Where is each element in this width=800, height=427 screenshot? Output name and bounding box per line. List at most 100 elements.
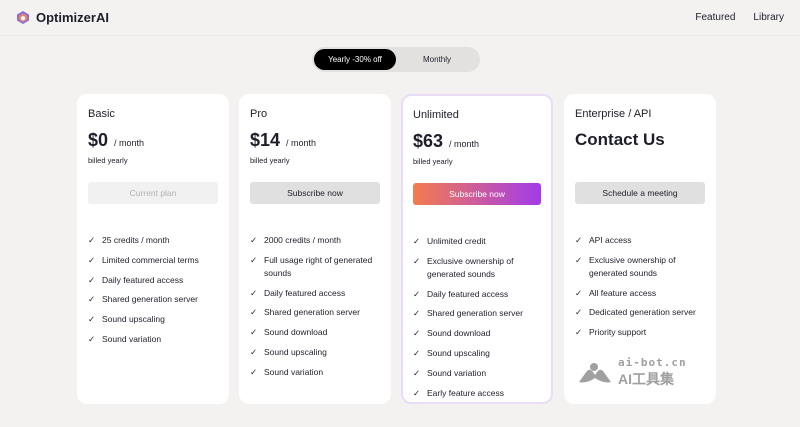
check-icon: ✓	[413, 255, 421, 266]
check-icon: ✓	[413, 236, 421, 246]
watermark-line1: ai-bot.cn	[618, 356, 687, 369]
plan-card-enterprise-api: Enterprise / API Contact Us Schedule a mee…	[564, 94, 716, 404]
feature-label: Sound variation	[102, 333, 162, 344]
feature-label: Shared generation server	[102, 294, 198, 305]
check-icon: ✓	[575, 307, 583, 318]
feature-item: ✓ Sound variation	[88, 333, 218, 346]
brand-logo[interactable]: OptimizerAI	[16, 10, 109, 25]
feature-label: All feature access	[589, 287, 657, 298]
feature-label: Dedicated generation server	[589, 307, 696, 318]
check-icon: ✓	[575, 235, 583, 245]
feature-item: ✓ Sound variation	[413, 367, 541, 380]
feature-item: ✓ Shared generation server	[413, 307, 541, 320]
feature-item: ✓ Shared generation server	[88, 293, 218, 306]
billing-note: billed yearly	[413, 157, 453, 166]
feature-label: Sound variation	[427, 367, 487, 378]
feature-item: ✓ Limited commercial terms	[88, 254, 218, 267]
logo-icon	[17, 11, 29, 24]
check-icon: ✓	[250, 327, 258, 338]
plan-period: / month	[114, 138, 145, 148]
feature-item: ✓ 2000 credits / month	[250, 234, 380, 247]
billing-note: billed yearly	[88, 156, 128, 165]
feature-label: Exclusive ownership of generated sounds	[427, 255, 514, 279]
feature-item: ✓ Shared generation server	[250, 306, 380, 319]
plan-action-button[interactable]: Schedule a meeting	[575, 182, 705, 204]
feature-label: Shared generation server	[264, 307, 360, 318]
plan-period: / month	[286, 138, 317, 148]
check-icon: ✓	[88, 254, 96, 265]
feature-item: ✓ All feature access	[575, 287, 705, 300]
plan-card-pro: Pro $14 / month billed yearly Subscribe now…	[239, 94, 391, 404]
check-icon: ✓	[575, 287, 583, 298]
feature-label: Sound upscaling	[102, 314, 165, 325]
feature-item: ✓ Sound download	[413, 327, 541, 340]
plan-name: Pro	[250, 108, 268, 120]
check-icon: ✓	[250, 366, 258, 377]
feature-label: Daily featured access	[102, 274, 184, 285]
check-icon: ✓	[250, 307, 258, 318]
watermark-line2: AI工具集	[618, 371, 674, 387]
plan-name: Unlimited	[413, 109, 459, 121]
feature-item: ✓ Early feature access	[413, 387, 541, 400]
feature-item: ✓ Daily featured access	[413, 288, 541, 301]
check-icon: ✓	[88, 294, 96, 305]
feature-item: ✓ Daily featured access	[250, 287, 380, 300]
header: OptimizerAI Featured Library	[0, 0, 800, 36]
feature-label: Priority support	[589, 327, 647, 338]
plan-action-button[interactable]: Subscribe now	[250, 182, 380, 204]
feature-item: ✓ API access	[575, 234, 705, 247]
check-icon: ✓	[250, 254, 258, 265]
feature-label: Unlimited credit	[427, 236, 486, 246]
toggle-monthly[interactable]: Monthly	[422, 55, 451, 64]
nav-featured[interactable]: Featured	[695, 12, 736, 23]
brand-name: OptimizerAI	[36, 10, 109, 25]
feature-label: 25 credits / month	[102, 235, 170, 245]
feature-label: Sound variation	[264, 366, 324, 377]
feature-label: Daily featured access	[264, 287, 346, 298]
feature-item: ✓ Exclusive ownership of generated sounds	[575, 254, 705, 280]
feature-label: Daily featured access	[427, 288, 509, 299]
plan-action-button[interactable]: Subscribe now	[413, 183, 541, 205]
plan-name: Enterprise / API	[575, 108, 652, 120]
feature-label: Sound upscaling	[264, 346, 327, 357]
feature-item: ✓ Sound upscaling	[250, 346, 380, 359]
check-icon: ✓	[413, 387, 421, 398]
check-icon: ✓	[413, 367, 421, 378]
billing-toggle[interactable]: Yearly -30% off Monthly	[312, 47, 480, 72]
check-icon: ✓	[413, 347, 421, 358]
feature-label: Full usage right of generated sounds	[264, 254, 373, 278]
feature-label: Sound upscaling	[427, 347, 490, 358]
check-icon: ✓	[250, 235, 258, 245]
feature-item: ✓ Sound upscaling	[413, 347, 541, 360]
plan-name: Basic	[88, 108, 115, 120]
check-icon: ✓	[88, 314, 96, 325]
check-icon: ✓	[250, 287, 258, 298]
check-icon: ✓	[575, 254, 583, 265]
check-icon: ✓	[413, 288, 421, 299]
billing-note: billed yearly	[250, 156, 290, 165]
feature-item: ✓ Daily featured access	[88, 274, 218, 287]
check-icon: ✓	[413, 328, 421, 339]
plan-price: Contact Us	[575, 130, 665, 149]
feature-item: ✓ Sound download	[250, 326, 380, 339]
feature-label: Shared generation server	[427, 308, 523, 319]
feature-item: ✓ Unlimited credit	[413, 235, 541, 248]
check-icon: ✓	[88, 274, 96, 285]
feature-label: API access	[589, 235, 632, 245]
feature-item: ✓ Sound upscaling	[88, 313, 218, 326]
feature-item: ✓ Full usage right of generated sounds	[250, 254, 380, 280]
check-icon: ✓	[88, 333, 96, 344]
check-icon: ✓	[250, 346, 258, 357]
plan-card-basic: Basic $0 / month billed yearly Current plan…	[77, 94, 229, 404]
feature-item: ✓ Exclusive ownership of generated sounds	[413, 255, 541, 281]
feature-label: Early feature access	[427, 387, 505, 398]
plan-action-button: Current plan	[88, 182, 218, 204]
plan-card-unlimited: Unlimited $63 / month billed yearly Subscri…	[401, 94, 553, 404]
feature-item: ✓ Dedicated generation server	[575, 306, 705, 319]
feature-label: Exclusive ownership of generated sounds	[589, 254, 676, 278]
toggle-yearly[interactable]: Yearly -30% off	[314, 49, 396, 70]
plan-price: $63	[413, 131, 444, 151]
nav-library[interactable]: Library	[753, 12, 784, 23]
watermark-logo-icon	[579, 362, 611, 382]
feature-label: 2000 credits / month	[264, 235, 342, 245]
